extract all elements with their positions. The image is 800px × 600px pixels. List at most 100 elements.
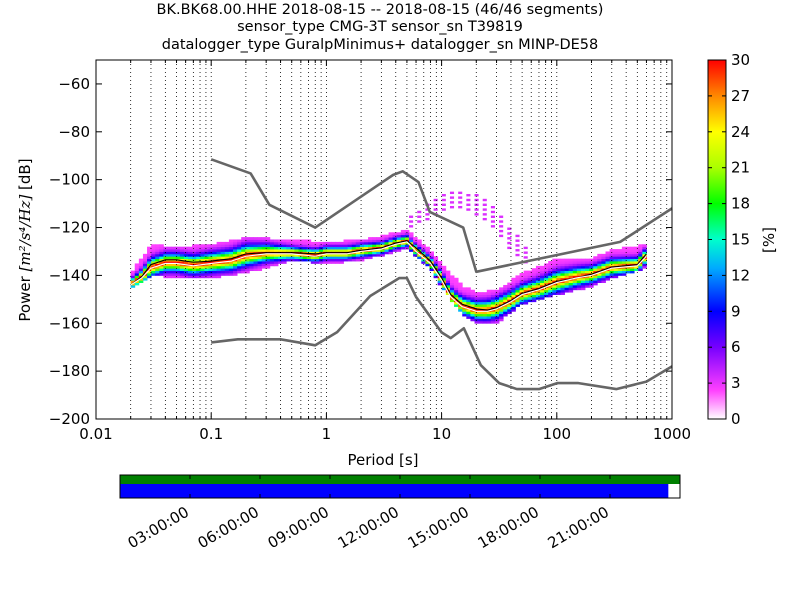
heatmap-cell	[286, 253, 291, 257]
heatmap-cell	[593, 265, 598, 269]
heatmap-cell	[335, 261, 340, 264]
heatmap-cell	[138, 280, 144, 283]
heatmap-cell	[200, 258, 205, 262]
heatmap-cell	[548, 261, 553, 264]
heatmap-cell	[421, 249, 426, 252]
heatmap-cell	[564, 273, 570, 276]
colorbar-tick-label: 9	[731, 302, 741, 320]
heatmap-cell	[601, 273, 606, 276]
heatmap-cell	[486, 311, 492, 315]
heatmap-cell	[151, 270, 156, 274]
heatmap-cell	[183, 268, 189, 272]
heatmap-cell	[159, 256, 164, 260]
heatmap-cell	[470, 318, 475, 322]
mode-curve	[130, 241, 647, 312]
heatmap-cell	[531, 284, 537, 288]
heatmap-cell	[134, 270, 140, 274]
heatmap-cell	[425, 253, 430, 257]
heatmap-cell	[216, 249, 222, 252]
heatmap-cell	[564, 280, 570, 283]
heatmap-cell	[564, 289, 570, 293]
heatmap-cell	[351, 239, 357, 243]
x-tick-label: 0.01	[79, 425, 112, 443]
heatmap-cell	[151, 273, 156, 276]
heatmap-cell	[404, 237, 410, 240]
heatmap-cell	[638, 263, 643, 267]
heatmap-cell	[417, 253, 422, 257]
heatmap-cell	[413, 246, 418, 250]
heatmap-cell	[441, 275, 447, 279]
heatmap-cell	[376, 241, 381, 245]
heatmap-cell	[548, 287, 553, 291]
heatmap-cell	[511, 294, 516, 298]
heatmap-cell	[278, 256, 283, 260]
heatmap-cell	[613, 251, 619, 255]
heatmap-cell	[572, 265, 578, 269]
heatmap-cell	[302, 246, 308, 250]
heatmap-cell	[556, 268, 561, 272]
heatmap-cell	[572, 284, 578, 288]
heatmap-cell	[290, 244, 295, 248]
heatmap-cell	[605, 270, 610, 274]
heatmap-cell	[372, 251, 377, 255]
heatmap-cell	[470, 316, 475, 319]
heatmap-cell	[540, 275, 545, 279]
heatmap-cell	[466, 296, 471, 300]
heatmap-cell	[245, 263, 250, 267]
heatmap-cell	[507, 292, 512, 295]
heatmap-cell	[257, 256, 263, 260]
heatmap-cell	[409, 241, 414, 245]
heatmap-cell	[482, 198, 487, 202]
title-line-2: sensor_type CMG-3T sensor_sn T39819	[237, 19, 523, 35]
heatmap-cell	[343, 258, 349, 262]
heatmap-cell	[630, 265, 635, 269]
heatmap-cell	[347, 246, 353, 250]
heatmap-cell	[384, 237, 389, 240]
heatmap-cell	[630, 251, 635, 255]
time-coverage-bar: 03:00:00 06:00:00 09:00:00 12:00:00 15:00:00…	[119, 474, 681, 552]
heatmap-cell	[605, 263, 610, 267]
heatmap-cell	[519, 273, 525, 276]
heatmap-cell	[265, 253, 271, 257]
heatmap-cell	[556, 277, 561, 281]
heatmap-cell	[314, 249, 320, 252]
heatmap-cell	[216, 275, 222, 279]
heatmap-cell	[196, 249, 201, 252]
heatmap-cell	[364, 251, 369, 255]
heatmap-cell	[208, 258, 213, 262]
heatmap-cell	[544, 287, 549, 291]
heatmap-cell	[147, 273, 152, 276]
heatmap-cell	[593, 263, 598, 267]
heatmap-cell	[548, 284, 553, 288]
heatmap-cell	[409, 215, 414, 218]
heatmap-cell	[380, 251, 385, 255]
heatmap-cell	[642, 246, 647, 250]
heatmap-cell	[200, 246, 205, 250]
heatmap-cell	[245, 270, 250, 274]
heatmap-cell	[314, 261, 320, 264]
heatmap-cell	[503, 304, 508, 307]
heatmap-cell	[556, 273, 561, 276]
heatmap-cell	[400, 241, 406, 245]
heatmap-cell	[621, 246, 627, 250]
heatmap-cell	[147, 258, 152, 262]
heatmap-cell	[228, 251, 234, 255]
heatmap-cell	[175, 275, 181, 279]
heatmap-cell	[298, 244, 303, 248]
heatmap-cell	[556, 284, 561, 288]
heatmap-cell	[253, 256, 258, 260]
heatmap-cell	[306, 256, 312, 260]
heatmap-cell	[580, 268, 586, 272]
heatmap-cell	[204, 253, 209, 257]
heatmap-cell	[507, 227, 512, 230]
heatmap-cell	[494, 292, 500, 295]
heatmap-cell	[474, 213, 479, 216]
heatmap-cell	[147, 261, 152, 264]
heatmap-cell	[220, 268, 226, 272]
heatmap-cell	[617, 261, 623, 264]
heatmap-cell	[540, 268, 545, 272]
heatmap-cell	[556, 275, 561, 279]
heatmap-cell	[200, 253, 205, 257]
heatmap-cell	[134, 263, 140, 267]
heatmap-cell	[400, 244, 406, 248]
